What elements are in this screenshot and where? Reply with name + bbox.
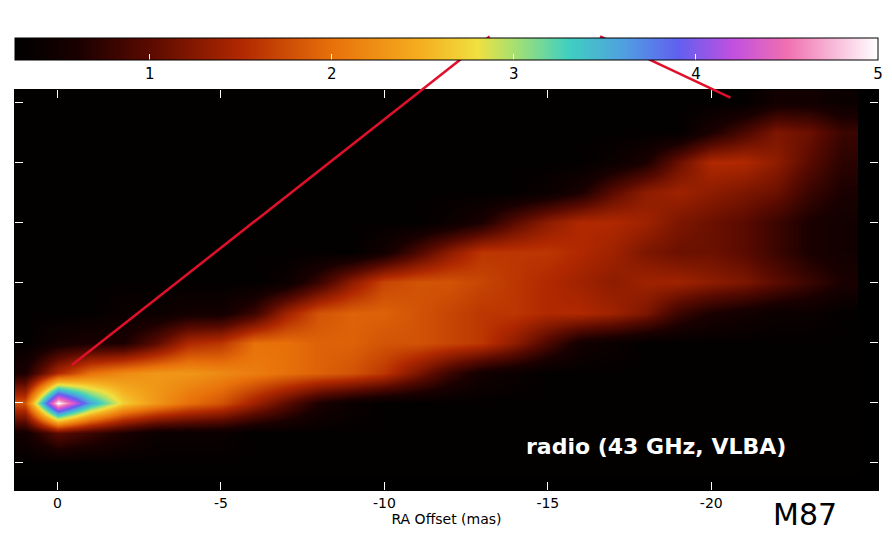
svg-text:0: 0 [53, 495, 62, 511]
svg-text:RA Offset (mas): RA Offset (mas) [391, 511, 501, 527]
svg-text:4: 4 [691, 65, 701, 83]
svg-text:2: 2 [327, 65, 337, 83]
svg-text:-10: -10 [373, 495, 396, 511]
svg-text:-20: -20 [700, 495, 723, 511]
svg-text:-5: -5 [214, 495, 228, 511]
svg-text:3: 3 [509, 65, 519, 83]
svg-text:radio (43 GHz, VLBA): radio (43 GHz, VLBA) [526, 434, 786, 459]
svg-text:-15: -15 [536, 495, 559, 511]
svg-text:1: 1 [145, 65, 155, 83]
svg-text:5: 5 [873, 65, 883, 83]
svg-text:M87: M87 [773, 497, 837, 532]
